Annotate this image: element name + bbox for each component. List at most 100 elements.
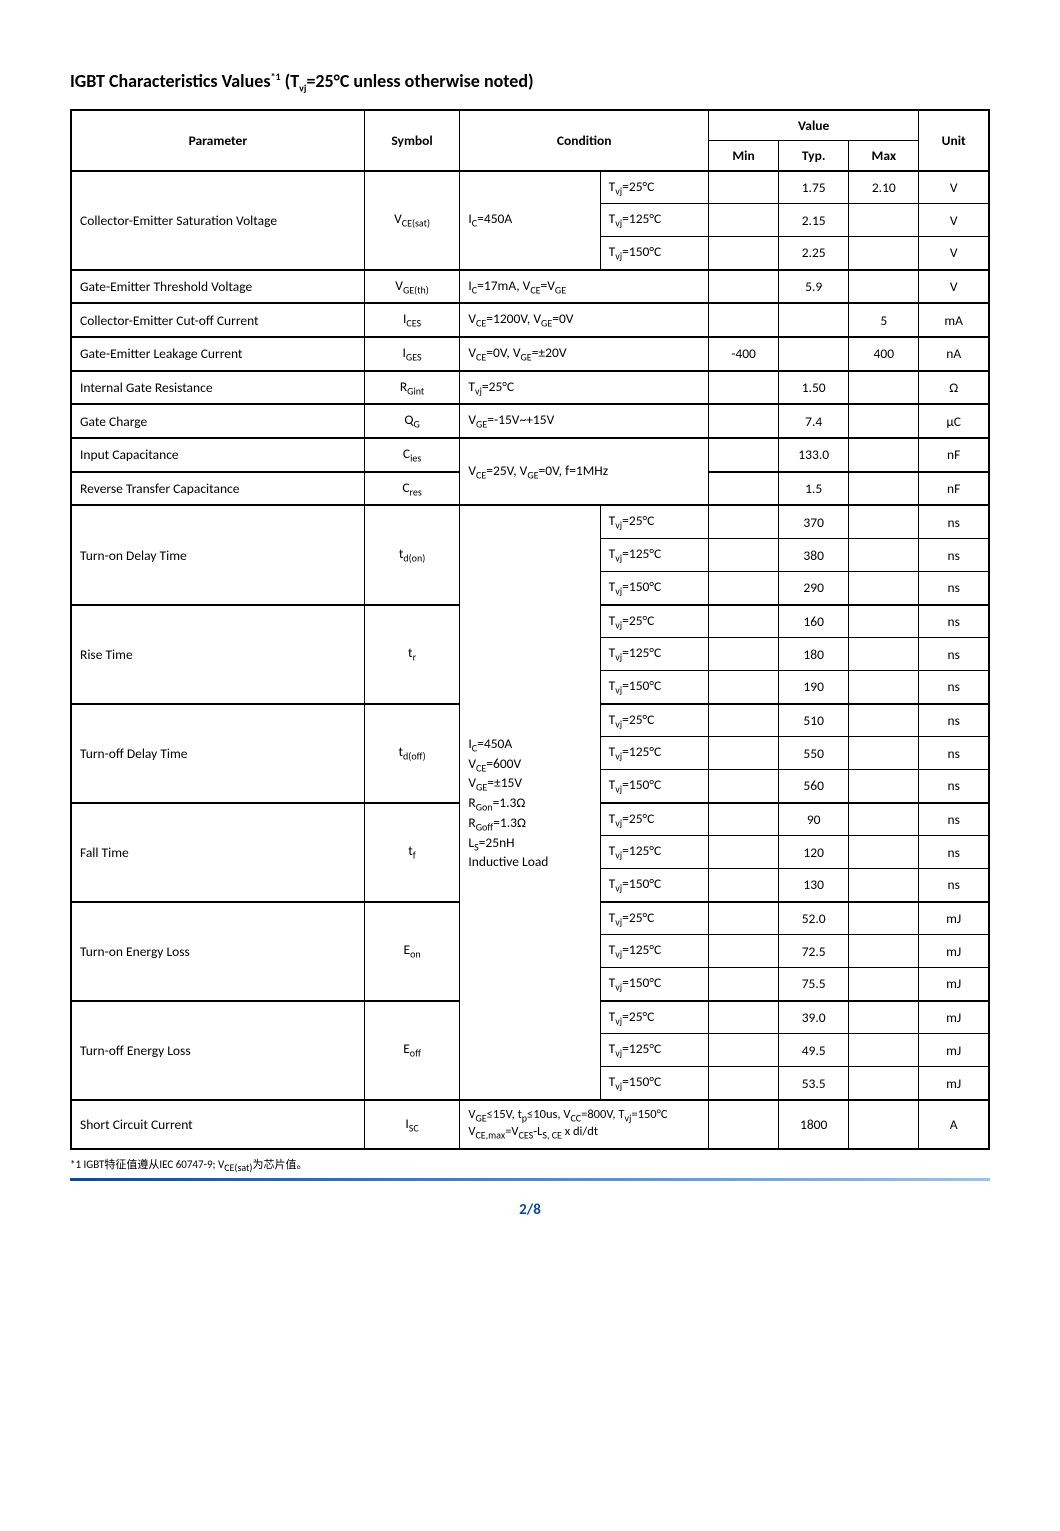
cell-max (849, 204, 919, 237)
cell-max (849, 638, 919, 671)
cell-typ: 510 (779, 704, 849, 737)
cell-temp: Tvj=25°C (600, 803, 708, 836)
section-title: IGBT Characteristics Values*1 (Tvj=25°C … (70, 70, 990, 95)
cell-unit: ns (919, 737, 989, 770)
cell-min (709, 1100, 779, 1149)
cell-param: Gate-Emitter Threshold Voltage (71, 270, 364, 304)
table-row: Input Capacitance Cies VCE=25V, VGE=0V, … (71, 438, 989, 472)
cell-cond: VCE=0V, VGE=±20V (460, 337, 709, 371)
table-row: Gate-Emitter Threshold Voltage VGE(th) I… (71, 270, 989, 304)
cell-min (709, 171, 779, 204)
cell-unit: ns (919, 539, 989, 572)
cell-param: Turn-off Delay Time (71, 704, 364, 803)
cell-typ: 1800 (779, 1100, 849, 1149)
cell-unit: mJ (919, 968, 989, 1001)
cell-symbol: RGint (364, 371, 460, 405)
cell-max: 2.10 (849, 171, 919, 204)
page-number: 2/8 (70, 1201, 990, 1219)
cell-typ: 7.4 (779, 404, 849, 438)
cell-unit: nF (919, 472, 989, 506)
cell-temp: Tvj=125°C (600, 638, 708, 671)
cell-typ: 5.9 (779, 270, 849, 304)
cell-symbol: ICES (364, 303, 460, 337)
cell-unit: nF (919, 438, 989, 472)
cell-max (849, 803, 919, 836)
cell-typ: 75.5 (779, 968, 849, 1001)
cell-min (709, 438, 779, 472)
cell-unit: A (919, 1100, 989, 1149)
cell-unit: ns (919, 670, 989, 703)
cell-min (709, 404, 779, 438)
cell-unit: mJ (919, 1034, 989, 1067)
hdr-condition: Condition (460, 110, 709, 171)
cell-unit: ns (919, 704, 989, 737)
cell-typ: 90 (779, 803, 849, 836)
cell-unit: ns (919, 571, 989, 604)
cell-unit: ns (919, 803, 989, 836)
cell-temp: Tvj=25°C (600, 605, 708, 638)
cell-unit: mJ (919, 902, 989, 935)
cell-typ: 52.0 (779, 902, 849, 935)
cell-min (709, 505, 779, 538)
cell-typ: 370 (779, 505, 849, 538)
cell-max (849, 737, 919, 770)
cell-param: Reverse Transfer Capacitance (71, 472, 364, 506)
cell-min (709, 1034, 779, 1067)
cell-min (709, 371, 779, 405)
cell-min (709, 638, 779, 671)
cell-min (709, 670, 779, 703)
hdr-parameter: Parameter (71, 110, 364, 171)
cell-typ: 1.5 (779, 472, 849, 506)
cell-typ: 120 (779, 836, 849, 869)
cell-unit: ns (919, 605, 989, 638)
cell-unit: ns (919, 638, 989, 671)
cell-typ: 72.5 (779, 935, 849, 968)
table-row: Collector-Emitter Saturation Voltage VCE… (71, 171, 989, 204)
cell-max (849, 670, 919, 703)
cell-max (849, 968, 919, 1001)
cell-unit: µC (919, 404, 989, 438)
table-row: Collector-Emitter Cut-off Current ICES V… (71, 303, 989, 337)
cell-max (849, 902, 919, 935)
cell-param: Rise Time (71, 605, 364, 704)
cell-temp: Tvj=125°C (600, 935, 708, 968)
cell-typ: 190 (779, 670, 849, 703)
cell-typ: 380 (779, 539, 849, 572)
cell-unit: mA (919, 303, 989, 337)
cell-min (709, 1001, 779, 1034)
cell-temp: Tvj=125°C (600, 204, 708, 237)
cell-max (849, 1001, 919, 1034)
cell-min (709, 605, 779, 638)
cell-temp: Tvj=150°C (600, 1067, 708, 1100)
cell-cond: IC=17mA, VCE=VGE (460, 270, 709, 304)
cell-min (709, 968, 779, 1001)
cell-temp: Tvj=25°C (600, 505, 708, 538)
cell-max (849, 704, 919, 737)
cell-temp: Tvj=150°C (600, 968, 708, 1001)
cell-max (849, 1034, 919, 1067)
cell-cond: VGE≤15V, tp≤10us, VCC=800V, Tvj=150°CVCE… (460, 1100, 709, 1149)
cell-min (709, 539, 779, 572)
cell-max (849, 1100, 919, 1149)
cell-symbol: ISC (364, 1100, 460, 1149)
cell-max (849, 539, 919, 572)
hdr-max: Max (849, 140, 919, 171)
cell-max (849, 571, 919, 604)
cell-typ: 160 (779, 605, 849, 638)
cell-symbol: td(off) (364, 704, 460, 803)
cell-symbol: Cres (364, 472, 460, 506)
cell-unit: ns (919, 769, 989, 802)
cell-max (849, 236, 919, 269)
cell-typ: 130 (779, 869, 849, 902)
cell-param: Gate-Emitter Leakage Current (71, 337, 364, 371)
table-row: Internal Gate Resistance RGint Tvj=25°C … (71, 371, 989, 405)
cell-typ: 550 (779, 737, 849, 770)
cell-min (709, 704, 779, 737)
cell-max (849, 371, 919, 405)
cell-max (849, 1067, 919, 1100)
cell-symbol: Eoff (364, 1001, 460, 1100)
cell-typ: 2.25 (779, 236, 849, 269)
cell-symbol: td(on) (364, 505, 460, 604)
cell-min: -400 (709, 337, 779, 371)
cell-cond: IC=450AVCE=600VVGE=±15VRGon=1.3ΩRGoff=1.… (460, 505, 600, 1099)
